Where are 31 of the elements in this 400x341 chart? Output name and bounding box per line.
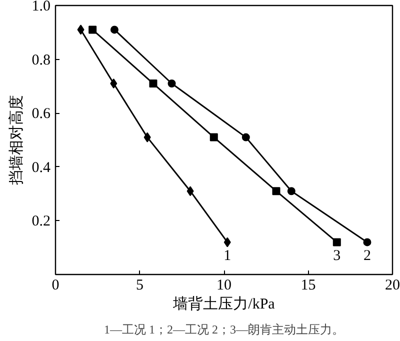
x-tick-label: 20 [385,278,400,294]
point [210,133,218,142]
y-tick-label: 0.4 [32,160,51,176]
point [186,186,194,196]
x-tick-label: 10 [216,278,232,294]
point [88,26,97,34]
point [144,132,151,142]
series-label: 2 [363,248,371,264]
text: 1—工况 1；2—工况 2；3—朗肯主动土压力。 [104,322,344,336]
point [224,237,231,248]
series-label: 1 [224,248,232,264]
series-label: 3 [333,248,341,264]
point [149,80,158,88]
point [272,187,280,196]
y-axis-title: 挡墙相对高度 [8,95,25,185]
point [110,78,118,89]
x-tick-label: 5 [136,278,144,294]
x-tick-label: 0 [52,278,60,294]
point [110,26,118,34]
x-axis-title: 墙背土压力/kPa [172,296,276,312]
point [363,238,372,246]
y-tick-label: 0.6 [32,106,51,122]
x-tick-label: 15 [300,278,316,294]
y-tick-label: 0.2 [32,214,50,230]
point [287,187,296,196]
point [77,24,84,35]
point [242,133,250,142]
point [332,238,341,246]
y-tick-label: 0.8 [32,52,50,68]
point [168,80,176,88]
y-tick-label: 1.0 [32,0,50,14]
